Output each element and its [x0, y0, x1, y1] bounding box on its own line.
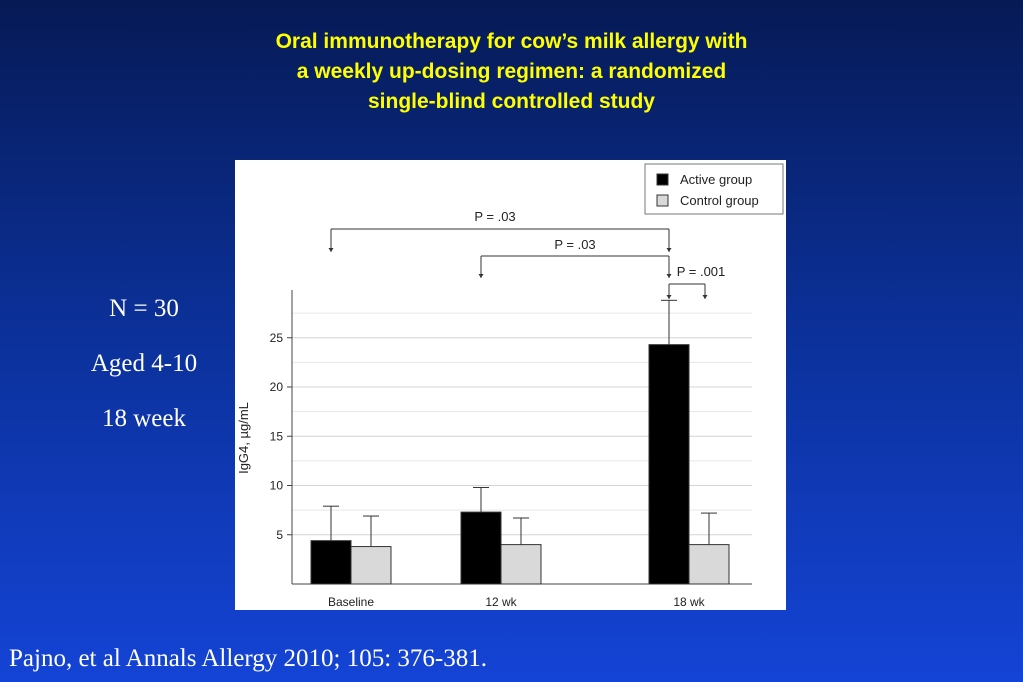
significance-label: P = .03 — [474, 209, 515, 224]
legend: Active group Control group — [644, 163, 784, 215]
bar — [500, 544, 542, 585]
y-tick-label: 20 — [270, 380, 284, 394]
bar — [350, 546, 392, 585]
x-tick-label: 18 wk — [673, 595, 705, 609]
title-line: single-blind controlled study — [367, 90, 655, 113]
significance-arrow-head — [702, 295, 708, 299]
chart-panel: 5 10 15 20 25 IgG4, µg/mL Baseline 12 wk 18 wk P … — [235, 160, 786, 610]
significance-arrow-head — [666, 248, 672, 252]
stat-duration: 18 week — [102, 405, 186, 432]
y-tick-label: 25 — [270, 331, 284, 345]
significance-label: P = .001 — [677, 264, 726, 279]
y-tick-label: 10 — [270, 479, 284, 493]
legend-label: Active group — [680, 172, 752, 187]
y-tick-label: 5 — [276, 528, 283, 542]
bar — [310, 540, 352, 585]
bar — [460, 511, 502, 585]
stat-age: Aged 4-10 — [90, 350, 198, 377]
slide-title: Oral immunotherapy for cow’s milk allerg… — [180, 27, 843, 117]
legend-swatch — [656, 173, 669, 186]
legend-swatch — [656, 194, 669, 207]
y-axis-label: IgG4, µg/mL — [236, 402, 251, 474]
significance-arrow-head — [328, 248, 334, 252]
title-line: Oral immunotherapy for cow’s milk allerg… — [275, 30, 748, 53]
significance-label: P = .03 — [554, 237, 595, 252]
bar — [648, 344, 690, 585]
bar — [688, 544, 730, 585]
significance-arrow-head — [666, 274, 672, 278]
citation: Pajno, et al Annals Allergy 2010; 105: 3… — [9, 645, 487, 672]
bar-chart: 5 10 15 20 25 IgG4, µg/mL Baseline 12 wk 18 wk P … — [236, 163, 784, 609]
significance-arrow-head — [666, 295, 672, 299]
study-stats: N = 30 Aged 4-10 18 week — [60, 290, 228, 455]
y-tick-label: 15 — [270, 429, 284, 443]
stat-n: N = 30 — [109, 295, 179, 322]
significance-arrow-head — [478, 274, 484, 278]
title-line: a weekly up-dosing regimen: a randomized — [296, 60, 727, 83]
x-tick-label: Baseline — [328, 595, 374, 609]
legend-label: Control group — [680, 193, 759, 208]
x-tick-label: 12 wk — [485, 595, 517, 609]
